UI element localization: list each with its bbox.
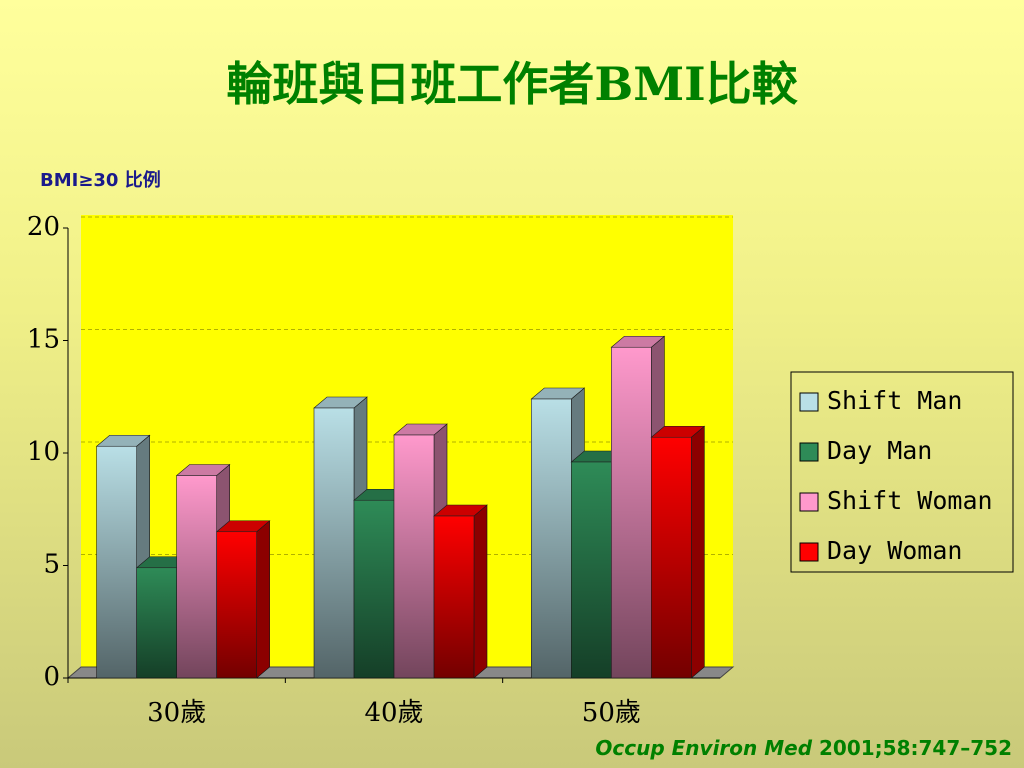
bar-shade xyxy=(531,399,572,678)
legend-swatch xyxy=(799,542,819,562)
y-tick-label: 0 xyxy=(43,662,60,692)
bar-shade xyxy=(354,500,394,678)
legend-box xyxy=(790,371,1014,573)
bar-shade xyxy=(136,567,177,678)
y-tick-label: 5 xyxy=(43,550,60,580)
legend-label: Shift Man xyxy=(827,386,962,415)
bar-shade xyxy=(571,462,612,678)
y-tick-label: 15 xyxy=(27,325,60,355)
bar-shade xyxy=(314,408,354,678)
bar-shade xyxy=(96,446,137,678)
bar-side xyxy=(473,504,488,679)
bar-shade xyxy=(651,437,692,678)
bar-side xyxy=(691,425,705,679)
legend-label: Day Woman xyxy=(827,536,962,565)
y-tick-label: 20 xyxy=(27,212,60,242)
source-citation: 2001;58:747–752 xyxy=(819,736,1012,760)
x-tick-label: 40歲 xyxy=(364,698,423,728)
chart-title: 輪班與日班工作者BMI比較 xyxy=(226,57,798,111)
bar-shade xyxy=(394,435,434,678)
bar-shade xyxy=(176,475,217,678)
legend-swatch xyxy=(799,442,819,462)
bar-shade xyxy=(434,516,474,678)
y-tick-label: 10 xyxy=(27,437,60,467)
source: Occup Environ Med 2001;58:747–752 xyxy=(595,736,1012,760)
bar-side xyxy=(256,520,270,679)
bar-shade xyxy=(611,347,652,678)
legend-swatch xyxy=(799,492,819,512)
x-tick-label: 50歲 xyxy=(582,698,641,728)
x-tick-label: 30歲 xyxy=(147,698,206,728)
source-journal: Occup Environ Med xyxy=(595,736,812,760)
bar-shade xyxy=(216,531,257,678)
y-axis-label: BMI≥30 比例 xyxy=(40,169,161,191)
legend-label: Shift Woman xyxy=(827,486,993,515)
legend-swatch xyxy=(799,392,819,412)
legend-label: Day Man xyxy=(827,436,932,465)
